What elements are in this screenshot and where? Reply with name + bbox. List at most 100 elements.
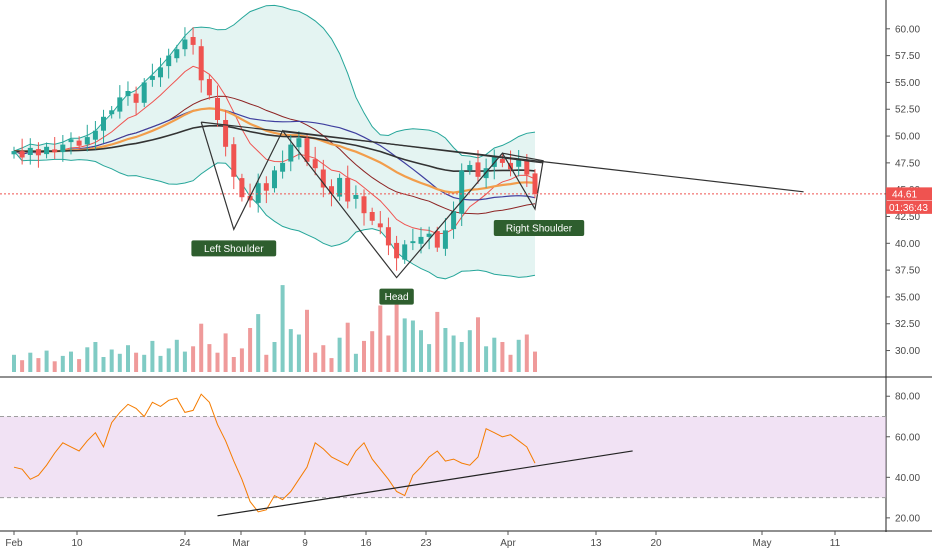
price-tick-label: 42.50	[895, 212, 920, 223]
volume-bar	[109, 349, 114, 372]
candle-body	[329, 186, 334, 194]
time-tick-label: 9	[302, 538, 308, 549]
volume-bar	[516, 339, 521, 372]
volume-bar	[305, 309, 309, 372]
candle-body	[418, 236, 424, 244]
bollinger-fill	[14, 5, 535, 279]
trendlines	[200, 121, 804, 279]
last-price-label: 44.61	[892, 189, 917, 200]
candle-body	[288, 144, 294, 162]
volume-bar	[69, 351, 73, 372]
time-tick-label: Feb	[5, 538, 23, 549]
volume-bar	[419, 330, 423, 372]
volume-bar	[484, 346, 489, 372]
candle-body	[190, 37, 196, 45]
pattern-label-bg	[191, 240, 277, 257]
rsi-tick-label: 60.00	[895, 432, 920, 443]
pattern-label-bg	[493, 220, 585, 236]
candle-body	[516, 159, 522, 167]
volume-bar	[508, 354, 513, 372]
volume-bar	[362, 340, 366, 372]
time-tick-label: 23	[420, 538, 432, 549]
volume-bar	[101, 357, 106, 372]
bollinger-lower	[13, 150, 536, 280]
candle-body	[158, 67, 163, 78]
volume-bar	[77, 359, 82, 372]
rsi-tick-label: 40.00	[895, 473, 920, 484]
volume-bar	[264, 354, 269, 372]
candle-body	[206, 79, 212, 96]
countdown-label: 01:36:43	[889, 203, 928, 214]
volume-bar	[174, 339, 179, 372]
moving-averages	[13, 65, 536, 235]
rsi-trendline	[217, 450, 633, 517]
countdown-tag: 01:36:43	[886, 200, 932, 214]
volume-bar	[451, 335, 456, 372]
volume-bar	[231, 357, 236, 372]
candle-body	[272, 170, 277, 189]
sma-50-line	[13, 108, 536, 201]
rsi-axis: 80.00 60.00 40.00 20.00	[886, 392, 920, 524]
volume-bar	[12, 354, 16, 372]
candle-body	[35, 149, 41, 156]
price-tick-label: 60.00	[895, 24, 920, 35]
volume-bar	[280, 285, 285, 372]
candle-body	[442, 230, 448, 249]
volume-bar	[44, 350, 49, 372]
price-tick-label: 47.50	[895, 158, 920, 169]
candle-body	[133, 93, 139, 103]
volume-bar	[329, 358, 334, 372]
candle-body	[467, 165, 473, 171]
candle-body	[92, 130, 98, 140]
pattern-label-text: Head	[385, 292, 409, 303]
candle-body	[337, 177, 343, 197]
candle-body	[280, 162, 286, 172]
price-tick-label: 52.50	[895, 105, 920, 116]
candle-body	[231, 144, 237, 177]
candle-body	[475, 162, 481, 177]
volume-bar	[182, 351, 187, 372]
candle-body	[402, 244, 408, 260]
candle-body	[247, 195, 253, 201]
candle-body	[174, 49, 180, 59]
volume-bar	[288, 329, 293, 372]
pattern-label-text: Right Shoulder	[506, 224, 573, 235]
price-tick-label: 37.50	[895, 266, 920, 277]
candle-body	[312, 159, 318, 169]
candle-body	[345, 177, 351, 202]
volume-bar	[402, 318, 407, 372]
candle-body	[149, 76, 155, 80]
ema-9-line	[13, 65, 536, 235]
pattern-label-text: Left Shoulder	[204, 244, 264, 255]
pattern-label: Left Shoulder	[191, 240, 277, 257]
candle-body	[239, 178, 245, 198]
volume-bar	[272, 342, 277, 372]
volume-bar	[427, 344, 432, 372]
volume-bar	[386, 335, 391, 372]
candle-body	[215, 97, 220, 120]
price-tick-label: 30.00	[895, 346, 920, 357]
candle-body	[491, 156, 497, 167]
time-tick-label: 11	[830, 538, 841, 549]
volume-bar	[313, 352, 318, 372]
neckline-trendline	[201, 121, 804, 193]
volume-bar	[443, 328, 448, 372]
candle-body	[385, 227, 391, 246]
candle-body	[459, 170, 465, 214]
volume-bar	[117, 353, 122, 372]
price-tick-label: 57.50	[895, 51, 920, 62]
volume-bar	[435, 311, 440, 372]
candle-body	[451, 211, 457, 230]
time-axis: Feb 10 24 Mar 9 16 23 Apr 13 20 May 11	[5, 531, 841, 549]
time-tick-label: 10	[71, 538, 83, 549]
candle-body	[369, 212, 375, 221]
volume-bar	[256, 314, 261, 372]
candle-body	[11, 151, 17, 155]
candle-body	[76, 140, 82, 146]
candle-body	[263, 183, 269, 191]
volume-bar	[60, 355, 65, 372]
volume-bars	[12, 285, 537, 372]
candle-body	[166, 55, 172, 67]
rsi-tick-label: 20.00	[895, 513, 920, 524]
